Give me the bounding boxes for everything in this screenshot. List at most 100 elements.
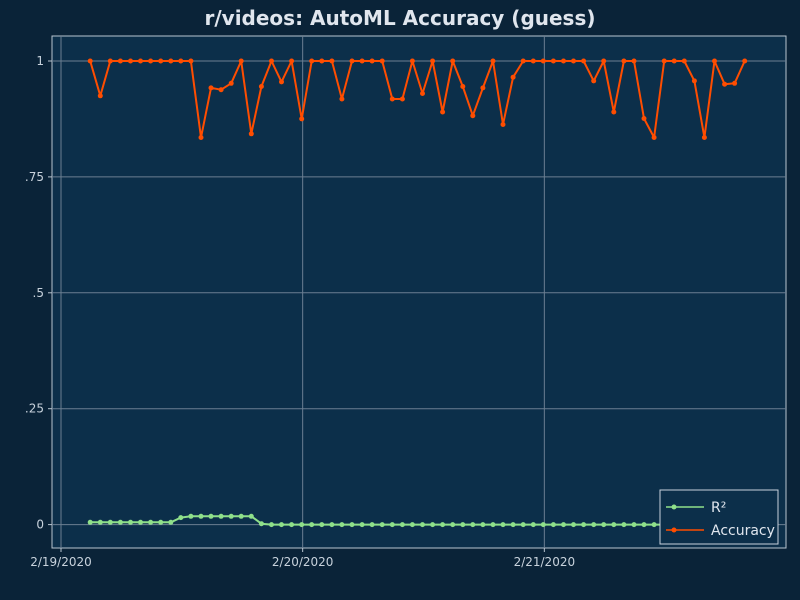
data-point-accuracy xyxy=(420,91,425,96)
data-point-accuracy xyxy=(591,78,597,84)
legend-marker-accuracy xyxy=(671,527,677,533)
data-point-accuracy xyxy=(470,113,476,119)
data-point-r2 xyxy=(117,519,123,525)
data-point-accuracy xyxy=(550,58,556,64)
data-point-r2 xyxy=(168,519,174,525)
x-tick-label: 2/19/2020 xyxy=(30,555,92,569)
x-tick-label: 2/21/2020 xyxy=(514,555,576,569)
data-point-r2 xyxy=(269,522,274,528)
data-point-accuracy xyxy=(661,58,667,64)
y-tick-label: 0 xyxy=(36,518,44,532)
data-point-r2 xyxy=(97,519,103,525)
series-r2 xyxy=(87,513,687,528)
data-point-accuracy xyxy=(571,58,576,64)
data-point-accuracy xyxy=(148,58,154,64)
data-point-accuracy xyxy=(409,58,415,64)
data-point-accuracy xyxy=(601,58,607,64)
data-point-r2 xyxy=(611,522,617,528)
data-point-accuracy xyxy=(319,58,325,64)
data-point-r2 xyxy=(178,515,184,521)
data-point-r2 xyxy=(420,522,425,528)
data-point-r2 xyxy=(430,522,436,528)
data-point-accuracy xyxy=(651,135,657,140)
data-point-r2 xyxy=(490,522,496,528)
data-point-r2 xyxy=(107,519,113,525)
data-point-r2 xyxy=(138,519,143,525)
data-point-r2 xyxy=(651,522,657,528)
data-point-r2 xyxy=(631,522,637,528)
data-point-accuracy xyxy=(117,58,123,64)
data-point-accuracy xyxy=(198,135,204,140)
legend-label-accuracy: Accuracy xyxy=(711,523,775,539)
data-point-accuracy xyxy=(732,80,738,86)
data-point-accuracy xyxy=(329,58,335,64)
data-point-r2 xyxy=(591,522,597,528)
data-point-accuracy xyxy=(691,78,697,84)
data-point-accuracy xyxy=(279,79,284,85)
y-tick-label: .75 xyxy=(25,170,44,184)
data-point-accuracy xyxy=(107,58,113,64)
data-point-r2 xyxy=(540,522,546,528)
data-point-accuracy xyxy=(742,58,748,64)
data-point-accuracy xyxy=(480,85,486,91)
data-point-accuracy xyxy=(128,58,133,64)
data-point-accuracy xyxy=(369,58,375,64)
data-point-r2 xyxy=(530,522,536,528)
y-tick-label: .25 xyxy=(25,402,44,416)
data-point-accuracy xyxy=(349,58,355,64)
data-point-r2 xyxy=(460,522,466,528)
data-point-r2 xyxy=(279,522,284,528)
data-point-accuracy xyxy=(701,135,707,140)
data-point-accuracy xyxy=(228,80,234,86)
legend-box xyxy=(659,489,779,545)
data-point-r2 xyxy=(248,513,254,519)
data-point-accuracy xyxy=(87,58,93,64)
data-point-accuracy xyxy=(299,116,305,122)
data-point-r2 xyxy=(319,522,325,528)
x-tick-label: 2/20/2020 xyxy=(272,555,334,569)
data-point-accuracy xyxy=(641,116,647,121)
data-point-accuracy xyxy=(168,58,174,64)
y-tick-label: .5 xyxy=(33,286,44,300)
data-point-accuracy xyxy=(208,85,214,91)
series-line-accuracy xyxy=(89,60,746,139)
chart-title: r/videos: AutoML Accuracy (guess) xyxy=(204,6,595,30)
legend-marker-r2 xyxy=(671,504,677,510)
data-point-r2 xyxy=(641,522,647,528)
data-point-accuracy xyxy=(379,58,385,64)
data-point-accuracy xyxy=(188,58,194,64)
data-point-accuracy xyxy=(389,96,395,102)
data-point-r2 xyxy=(309,522,315,528)
data-point-accuracy xyxy=(581,58,587,64)
data-point-accuracy xyxy=(712,58,717,64)
data-point-r2 xyxy=(561,522,566,528)
data-point-accuracy xyxy=(540,58,546,64)
data-point-accuracy xyxy=(269,58,274,64)
data-point-r2 xyxy=(198,513,204,519)
legend: R² Accuracy xyxy=(659,489,779,545)
data-point-r2 xyxy=(409,522,415,528)
data-point-r2 xyxy=(339,522,345,528)
data-point-accuracy xyxy=(490,58,496,64)
data-point-accuracy xyxy=(450,58,456,64)
data-point-r2 xyxy=(87,519,93,525)
data-point-r2 xyxy=(238,513,244,519)
data-point-accuracy xyxy=(97,93,103,99)
data-point-r2 xyxy=(359,522,365,528)
data-point-accuracy xyxy=(611,109,617,115)
data-point-r2 xyxy=(258,521,264,527)
data-point-r2 xyxy=(500,522,506,528)
data-point-accuracy xyxy=(178,58,184,64)
data-point-r2 xyxy=(621,522,627,528)
data-point-r2 xyxy=(289,522,295,528)
data-point-r2 xyxy=(450,522,456,528)
data-point-r2 xyxy=(158,519,164,525)
data-point-r2 xyxy=(480,522,486,528)
data-point-accuracy xyxy=(520,58,526,64)
legend-label-r2: R² xyxy=(711,500,726,516)
series-layer xyxy=(87,58,748,528)
grid xyxy=(52,36,786,548)
data-point-accuracy xyxy=(460,84,466,89)
